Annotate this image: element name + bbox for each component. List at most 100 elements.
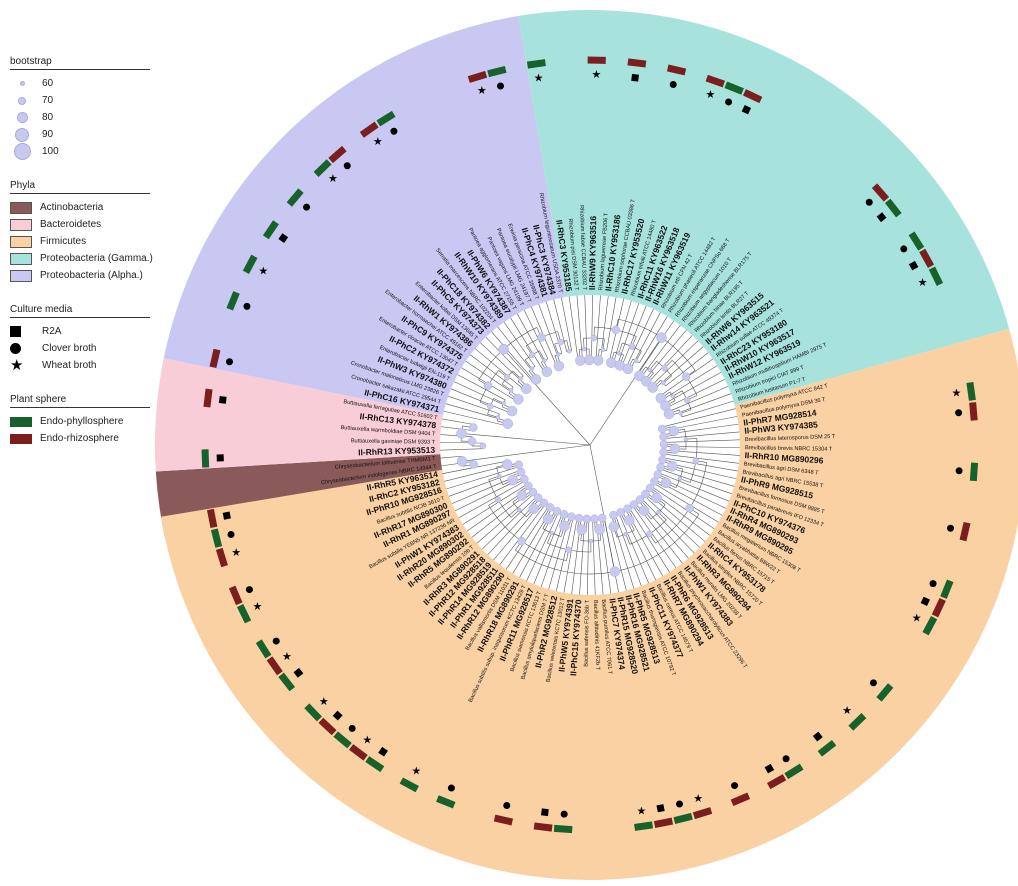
bootstrap-node <box>668 425 680 437</box>
bootstrap-node <box>641 376 652 387</box>
sphere-bar <box>666 64 687 76</box>
bootstrap-node <box>678 411 683 416</box>
branch-line <box>592 518 596 595</box>
bootstrap-node <box>597 513 607 523</box>
branch-line <box>476 493 535 544</box>
branch-line <box>450 388 512 414</box>
r2a-marker <box>920 596 930 607</box>
r2a-marker <box>812 731 823 742</box>
legend-media-row: R2A <box>10 323 160 340</box>
bootstrap-node <box>528 503 539 514</box>
sphere-bar <box>969 402 978 421</box>
bootstrap-node <box>559 520 570 532</box>
bootstrap-node <box>647 382 658 393</box>
bootstrap-dot-icon <box>13 143 31 160</box>
branch-line <box>526 511 559 582</box>
star-icon: ★ <box>10 357 24 374</box>
bootstrap-dot-icon <box>18 96 26 105</box>
branch-line <box>441 426 473 431</box>
bootstrap-node <box>524 481 533 491</box>
bootstrap-node <box>528 351 536 359</box>
bootstrap-node <box>659 432 668 441</box>
r2a-marker <box>764 763 775 774</box>
legend-bootstrap-value: 70 <box>42 95 54 106</box>
sphere-bar <box>533 822 553 832</box>
bootstrap-node <box>494 496 502 503</box>
sphere-bar <box>653 817 674 828</box>
sphere-bar <box>928 266 944 286</box>
r2a-marker <box>278 233 289 243</box>
branch-line <box>662 457 738 472</box>
sphere-bar <box>278 672 296 692</box>
bootstrap-node <box>660 477 672 489</box>
wheat-broth-marker: ★ <box>328 173 338 185</box>
sphere-bar <box>724 81 744 95</box>
bootstrap-node <box>516 490 527 501</box>
legend-media-label: Wheat broth <box>42 360 97 371</box>
bootstrap-node <box>575 355 586 366</box>
bootstrap-node <box>623 531 629 537</box>
bootstrap-dot-icon <box>16 112 28 123</box>
sphere-bar <box>959 521 971 542</box>
bootstrap-node <box>520 474 529 484</box>
sphere-bar <box>226 291 240 311</box>
legend-bootstrap-value: 90 <box>42 129 54 140</box>
branch-line <box>440 442 484 444</box>
sphere-bar <box>940 579 954 599</box>
branch-line <box>505 506 549 570</box>
bootstrap-node <box>657 424 667 434</box>
branch-line <box>470 354 514 388</box>
branch-line <box>666 378 725 409</box>
branch-line <box>621 305 647 367</box>
bootstrap-node <box>645 483 655 493</box>
bootstrap-node <box>542 358 547 363</box>
sphere-bar <box>365 756 385 773</box>
wheat-broth-marker: ★ <box>706 89 716 101</box>
branch-line <box>503 321 536 367</box>
bootstrap-node <box>553 360 565 372</box>
r2a-marker <box>541 808 549 817</box>
sphere-swatch-icon <box>10 433 32 444</box>
branch-line <box>665 352 709 387</box>
branch-line <box>653 482 719 523</box>
branch-line <box>448 470 521 497</box>
legend-sphere-row: Endo-phyllosphere <box>10 413 160 430</box>
wheat-broth-marker: ★ <box>592 69 602 81</box>
legend-bootstrap-row: 70 <box>10 92 160 109</box>
bootstrap-node <box>677 476 683 481</box>
clover-broth-marker <box>225 358 233 366</box>
clover-broth-marker <box>947 524 955 532</box>
sphere-bar <box>349 744 368 761</box>
sphere-bar <box>228 585 243 606</box>
branch-line <box>632 505 677 569</box>
branch-line <box>663 439 740 443</box>
bootstrap-node <box>496 473 502 479</box>
sphere-bar <box>871 183 890 202</box>
sphere-bar <box>766 774 787 790</box>
wheat-broth-marker: ★ <box>258 265 268 277</box>
sphere-bar <box>848 713 867 731</box>
branch-line <box>643 495 700 548</box>
bootstrap-node <box>533 493 543 503</box>
phylum-sectors <box>154 9 1018 880</box>
bootstrap-node <box>517 536 526 546</box>
clover-broth-marker <box>900 245 908 253</box>
wheat-broth-marker: ★ <box>477 85 487 97</box>
branch-line <box>625 308 654 369</box>
sphere-bar <box>553 824 573 834</box>
branch-line <box>640 325 681 378</box>
branch-line <box>555 517 574 592</box>
bootstrap-node <box>456 456 468 467</box>
bootstrap-node <box>633 358 639 364</box>
bootstrap-node <box>516 467 526 477</box>
sphere-bar <box>876 683 894 702</box>
branch-line <box>563 517 578 593</box>
r2a-marker <box>216 454 224 462</box>
bootstrap-node <box>616 351 622 356</box>
sphere-bar <box>634 821 654 831</box>
clover-broth-marker <box>929 580 937 588</box>
bootstrap-node <box>552 506 562 516</box>
legend: bootstrap 60 70 80 90 100 Phyla Actinoba… <box>10 56 160 467</box>
tip-label: Brevibacillus brevis NBRC 15304 T <box>745 445 833 453</box>
sphere-bar <box>255 639 272 659</box>
